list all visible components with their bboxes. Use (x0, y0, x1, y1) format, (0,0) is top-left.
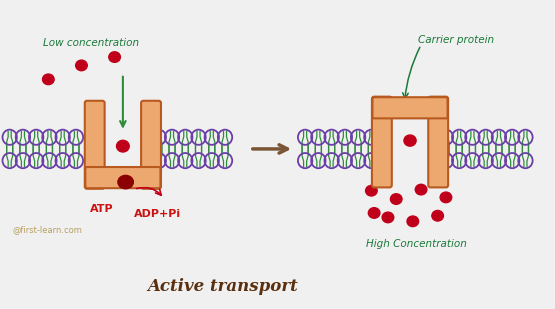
FancyBboxPatch shape (85, 167, 160, 188)
Ellipse shape (404, 135, 416, 146)
FancyBboxPatch shape (372, 97, 447, 118)
Text: Low concentration: Low concentration (43, 38, 139, 48)
Text: Active transport: Active transport (147, 278, 297, 295)
FancyBboxPatch shape (428, 97, 448, 187)
Ellipse shape (415, 184, 427, 195)
Text: High Concentration: High Concentration (366, 239, 467, 249)
Text: Carrier protein: Carrier protein (418, 35, 495, 45)
FancyBboxPatch shape (141, 101, 161, 189)
Text: @first-learn.com: @first-learn.com (12, 226, 82, 235)
Text: ATP: ATP (90, 204, 113, 214)
Ellipse shape (382, 212, 393, 223)
Ellipse shape (75, 60, 87, 71)
Ellipse shape (390, 194, 402, 204)
FancyArrowPatch shape (137, 188, 162, 195)
Ellipse shape (440, 192, 452, 203)
Text: ADP+Pi: ADP+Pi (134, 209, 181, 219)
Ellipse shape (117, 140, 129, 152)
Ellipse shape (366, 185, 377, 196)
FancyBboxPatch shape (372, 97, 392, 187)
Ellipse shape (432, 210, 443, 221)
Ellipse shape (369, 208, 380, 218)
FancyBboxPatch shape (85, 101, 105, 189)
Ellipse shape (407, 216, 418, 226)
Ellipse shape (118, 176, 133, 189)
Ellipse shape (109, 52, 120, 62)
Ellipse shape (43, 74, 54, 85)
